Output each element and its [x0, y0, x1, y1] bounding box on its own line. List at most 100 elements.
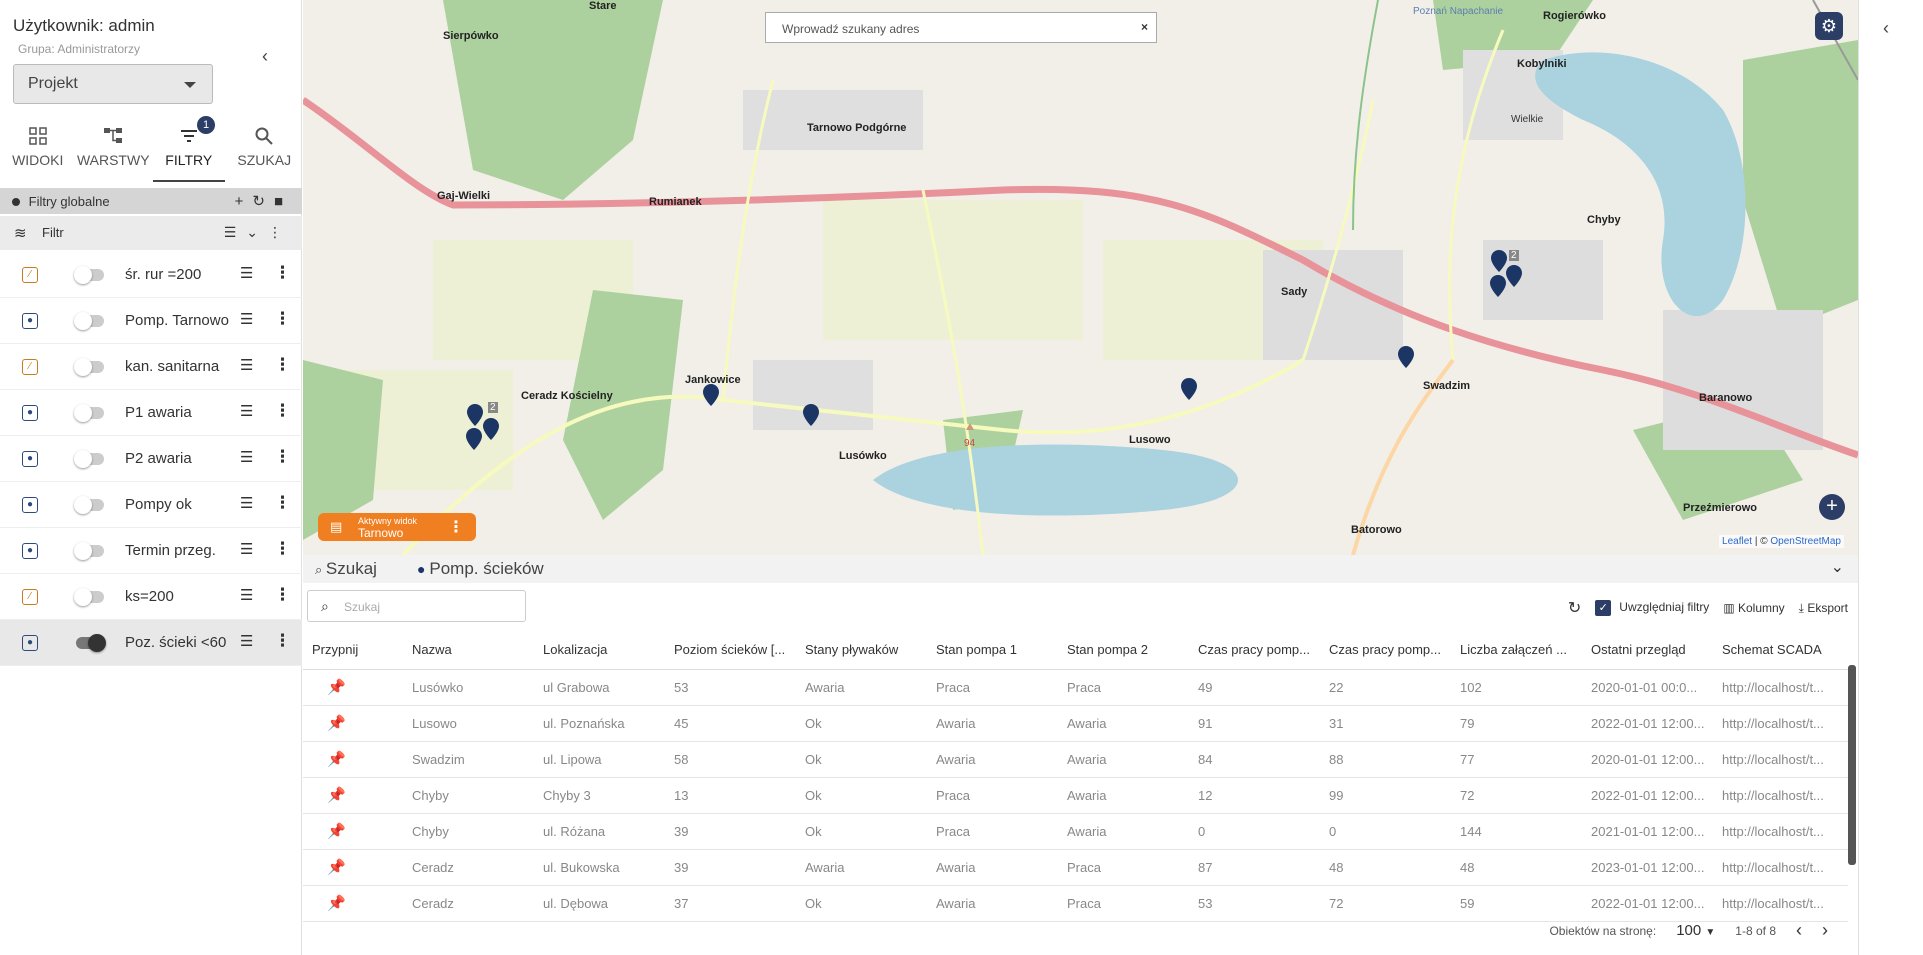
- pin-icon[interactable]: 📌: [303, 813, 403, 850]
- per-page-select[interactable]: 100 ▼: [1676, 922, 1715, 939]
- column-header[interactable]: Czas pracy pomp...: [1189, 631, 1320, 670]
- filter-toggle[interactable]: [74, 404, 104, 422]
- gear-icon[interactable]: ⚙: [1815, 12, 1843, 40]
- address-search-input[interactable]: Wprowadź szukany adres ×: [765, 12, 1157, 43]
- leaflet-link[interactable]: Leaflet: [1722, 536, 1753, 547]
- next-page-icon[interactable]: ›: [1822, 920, 1828, 940]
- tab-warstwy[interactable]: WARSTWY: [76, 118, 152, 182]
- list-icon[interactable]: ☰: [240, 357, 254, 374]
- refresh-icon[interactable]: ↻: [1567, 600, 1582, 617]
- pin-icon[interactable]: 📌: [303, 669, 403, 706]
- list-icon[interactable]: ☰: [240, 265, 254, 282]
- column-header[interactable]: Przypnij: [303, 631, 403, 670]
- table-row[interactable]: 📌 Lusówko ul Grabowa 53 Awaria Praca Praca 49 22…: [303, 669, 1848, 706]
- list-icon[interactable]: ☰: [240, 449, 254, 466]
- table-search-input[interactable]: ⌕ Szukaj: [307, 590, 526, 622]
- active-view-chip[interactable]: ▤ Aktywny widok Tarnowo ⋮: [318, 513, 476, 541]
- column-header[interactable]: Poziom ścieków [...: [665, 631, 796, 670]
- list-icon[interactable]: ☰: [240, 633, 254, 650]
- column-header[interactable]: Nazwa: [403, 631, 534, 670]
- filter-row[interactable]: ● Poz. ścieki <60 ☰ ⋮: [0, 620, 302, 666]
- tab-szukaj[interactable]: SZUKAJ: [227, 118, 303, 182]
- more-icon[interactable]: ⋮: [268, 224, 292, 240]
- chevron-left-icon[interactable]: ‹: [262, 46, 268, 66]
- more-icon[interactable]: ⋮: [274, 631, 291, 650]
- table-row[interactable]: 📌 Ceradz ul. Dębowa 37 Ok Awaria Praca 53 72 59 20…: [303, 885, 1848, 922]
- tab-filtry[interactable]: 1 FILTRY: [151, 116, 227, 182]
- close-icon[interactable]: ×: [1140, 20, 1148, 34]
- filter-row[interactable]: ● Pompy ok ☰ ⋮: [0, 482, 302, 528]
- filter-toggle[interactable]: [74, 542, 104, 560]
- chevron-down-icon[interactable]: ⌄: [246, 224, 268, 240]
- pin-icon[interactable]: 📌: [303, 885, 403, 922]
- more-icon[interactable]: ⋮: [274, 447, 291, 466]
- filter-toggle[interactable]: [74, 496, 104, 514]
- table-row[interactable]: 📌 Chyby Chyby 3 13 Ok Praca Awaria 12 99 72 2022-0…: [303, 777, 1848, 814]
- list-icon[interactable]: ☰: [240, 587, 254, 604]
- column-header[interactable]: Czas pracy pomp...: [1320, 631, 1451, 670]
- filter-row[interactable]: ⁄ ks=200 ☰ ⋮: [0, 574, 302, 620]
- point-layer-icon: ●: [22, 635, 38, 651]
- save-icon[interactable]: ■: [273, 193, 292, 210]
- more-icon[interactable]: ⋮: [274, 585, 291, 604]
- table-row[interactable]: 📌 Chyby ul. Różana 39 Ok Praca Awaria 0 0 144 2021…: [303, 813, 1848, 850]
- filter-row[interactable]: ● P1 awaria ☰ ⋮: [0, 390, 302, 436]
- project-select[interactable]: Projekt: [13, 64, 213, 104]
- tab-widoki[interactable]: WIDOKI: [0, 118, 76, 182]
- filter-toggle[interactable]: [74, 312, 104, 330]
- filter-row[interactable]: ● Termin przeg. ☰ ⋮: [0, 528, 302, 574]
- include-filters-toggle[interactable]: ✓ Uwzględniaj filtry: [1595, 600, 1709, 616]
- table-cell: Praca: [1058, 885, 1189, 922]
- filter-toggle[interactable]: [74, 450, 104, 468]
- more-icon[interactable]: ⋮: [274, 493, 291, 512]
- filter-row[interactable]: ⁄ kan. sanitarna ☰ ⋮: [0, 344, 302, 390]
- column-header[interactable]: Liczba załączeń ...: [1451, 631, 1582, 670]
- filter-toggle[interactable]: [76, 634, 106, 652]
- pin-icon[interactable]: 📌: [303, 705, 403, 742]
- table-row[interactable]: 📌 Lusowo ul. Poznańska 45 Ok Awaria Awaria 91 31…: [303, 705, 1848, 742]
- list-icon[interactable]: ☰: [240, 311, 254, 328]
- map[interactable]: Tarnowo Podgórne Rumianek Gaj-Wielki Sie…: [303, 0, 1858, 555]
- more-icon[interactable]: ⋮: [274, 539, 291, 558]
- more-icon[interactable]: ⋮: [274, 355, 291, 374]
- filter-toggle[interactable]: [74, 588, 104, 606]
- cluster-count: 2: [488, 402, 498, 413]
- prev-page-icon[interactable]: ‹: [1796, 920, 1802, 940]
- filter-toggle[interactable]: [74, 266, 104, 284]
- tab-layer[interactable]: ● Pomp. ścieków: [417, 559, 544, 579]
- filter-row[interactable]: ⁄ śr. rur =200 ☰ ⋮: [0, 252, 302, 298]
- more-icon[interactable]: ⋮: [274, 263, 291, 282]
- table-row[interactable]: 📌 Ceradz ul. Bukowska 39 Awaria Awaria Praca 87…: [303, 849, 1848, 886]
- export-button[interactable]: ⤓ Eksport: [1799, 601, 1848, 616]
- table-row[interactable]: 📌 Swadzim ul. Lipowa 58 Ok Awaria Awaria 84 88 77…: [303, 741, 1848, 778]
- pin-icon[interactable]: 📌: [303, 777, 403, 814]
- more-icon[interactable]: ⋮: [274, 309, 291, 328]
- pin-icon[interactable]: 📌: [303, 741, 403, 778]
- list-icon[interactable]: ☰: [240, 495, 254, 512]
- pin-icon[interactable]: 📌: [303, 849, 403, 886]
- chevron-left-icon[interactable]: ‹: [1883, 18, 1889, 38]
- osm-link[interactable]: OpenStreetMap: [1770, 536, 1841, 547]
- more-icon[interactable]: ⋮: [448, 519, 464, 536]
- list-icon[interactable]: ☰: [223, 224, 247, 240]
- more-icon[interactable]: ⋮: [274, 401, 291, 420]
- refresh-icon[interactable]: ↻: [252, 193, 274, 210]
- chevron-down-icon[interactable]: ⌄: [1830, 559, 1844, 576]
- column-header[interactable]: Ostatni przegląd: [1582, 631, 1713, 670]
- filter-toggle[interactable]: [74, 358, 104, 376]
- add-icon[interactable]: +: [1819, 494, 1845, 520]
- add-icon[interactable]: +: [234, 193, 253, 210]
- column-header[interactable]: Schemat SCADA: [1713, 631, 1848, 670]
- list-icon[interactable]: ☰: [240, 403, 254, 420]
- filter-row[interactable]: ● P2 awaria ☰ ⋮: [0, 436, 302, 482]
- column-header[interactable]: Stan pompa 1: [927, 631, 1058, 670]
- table-scrollbar[interactable]: [1848, 665, 1856, 865]
- list-icon[interactable]: ☰: [240, 541, 254, 558]
- columns-button[interactable]: ▥ Kolumny: [1723, 601, 1784, 615]
- tab-search[interactable]: ⌕ Szukaj: [315, 559, 377, 579]
- filter-row[interactable]: ● Pomp. Tarnowo ☰ ⋮: [0, 298, 302, 344]
- column-header[interactable]: Lokalizacja: [534, 631, 665, 670]
- column-header[interactable]: Stany pływaków: [796, 631, 927, 670]
- table-cell: 48: [1451, 849, 1582, 886]
- column-header[interactable]: Stan pompa 2: [1058, 631, 1189, 670]
